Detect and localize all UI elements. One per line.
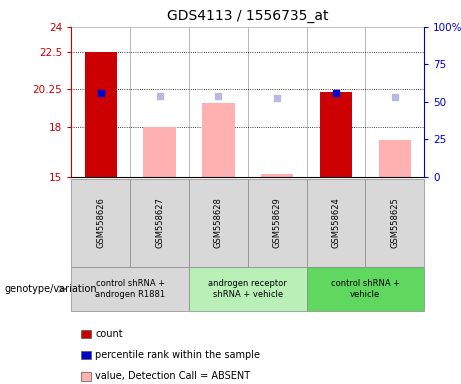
Text: GSM558626: GSM558626 [96, 197, 106, 248]
Bar [261, 174, 293, 177]
Title: GDS4113 / 1556735_at: GDS4113 / 1556735_at [167, 9, 329, 23]
Bar [320, 92, 352, 177]
Text: control shRNA +
androgen R1881: control shRNA + androgen R1881 [95, 279, 165, 299]
Bar [189, 27, 248, 177]
Text: genotype/variation: genotype/variation [5, 284, 97, 294]
Bar [143, 127, 176, 177]
Text: GSM558627: GSM558627 [155, 197, 164, 248]
Text: control shRNA +
vehicle: control shRNA + vehicle [331, 279, 400, 299]
Bar [248, 27, 307, 177]
Text: GSM558624: GSM558624 [331, 197, 341, 248]
Text: GSM558625: GSM558625 [390, 197, 399, 248]
Bar [365, 27, 424, 177]
Bar [202, 103, 235, 177]
Text: androgen receptor
shRNA + vehicle: androgen receptor shRNA + vehicle [208, 279, 287, 299]
Text: percentile rank within the sample: percentile rank within the sample [95, 350, 260, 360]
Text: GSM558629: GSM558629 [272, 197, 282, 248]
Text: value, Detection Call = ABSENT: value, Detection Call = ABSENT [95, 371, 250, 381]
Bar [71, 27, 130, 177]
Bar [378, 140, 411, 177]
Bar [85, 52, 117, 177]
Bar [307, 27, 366, 177]
Bar [130, 27, 189, 177]
Text: GSM558628: GSM558628 [214, 197, 223, 248]
Text: count: count [95, 329, 123, 339]
